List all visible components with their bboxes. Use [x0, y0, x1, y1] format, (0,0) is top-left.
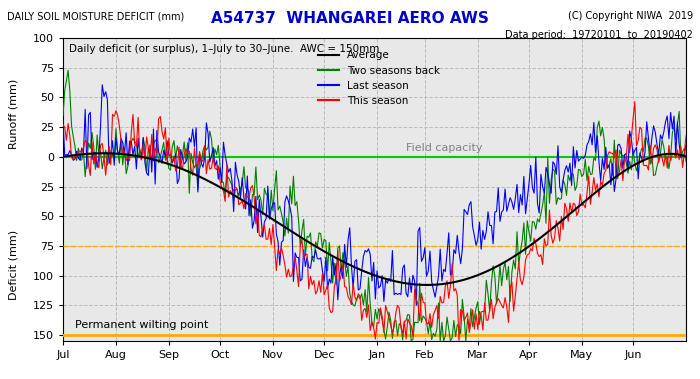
Text: Permanent wilting point: Permanent wilting point — [76, 320, 209, 330]
Text: (C) Copyright NIWA  2019: (C) Copyright NIWA 2019 — [568, 11, 693, 21]
Text: Deficit (mm): Deficit (mm) — [8, 230, 18, 301]
Text: Runoff (mm): Runoff (mm) — [8, 78, 18, 149]
Text: Daily deficit (or surplus), 1–July to 30–June.  AWC = 150mm: Daily deficit (or surplus), 1–July to 30… — [69, 44, 379, 54]
Text: Field capacity: Field capacity — [406, 143, 482, 153]
Text: Data period:  19720101  to  20190402: Data period: 19720101 to 20190402 — [505, 30, 693, 40]
Text: A54737  WHANGAREI AERO AWS: A54737 WHANGAREI AERO AWS — [211, 11, 489, 27]
Legend: Average, Two seasons back, Last season, This season: Average, Two seasons back, Last season, … — [314, 46, 444, 110]
Text: DAILY SOIL MOISTURE DEFICIT (mm): DAILY SOIL MOISTURE DEFICIT (mm) — [7, 11, 184, 21]
